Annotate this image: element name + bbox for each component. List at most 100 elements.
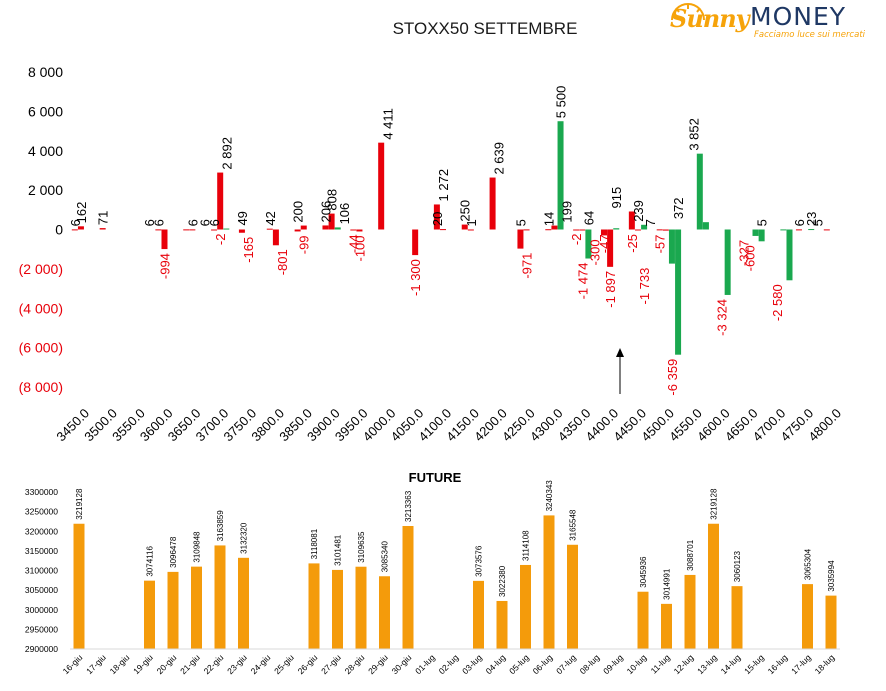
data-label: 5 500 bbox=[554, 86, 569, 119]
bar bbox=[223, 228, 230, 230]
bar bbox=[579, 229, 586, 231]
bar bbox=[662, 229, 669, 231]
chart-title: STOXX50 SETTEMBRE bbox=[393, 19, 578, 38]
data-label: -327 bbox=[736, 240, 751, 266]
future-title: FUTURE bbox=[409, 470, 462, 485]
bar bbox=[668, 229, 675, 264]
future-value-label: 3219128 bbox=[710, 488, 719, 520]
future-bar bbox=[379, 576, 390, 649]
future-bar bbox=[496, 600, 508, 649]
data-label: 200 bbox=[291, 201, 306, 223]
data-label: -6 359 bbox=[665, 359, 680, 396]
bar bbox=[183, 229, 190, 231]
data-label: 6 bbox=[151, 219, 166, 226]
data-label: -44 bbox=[346, 234, 361, 253]
data-label: -47 bbox=[597, 234, 612, 253]
future-y-tick-label: 3200000 bbox=[25, 526, 58, 536]
future-value-label: 3163859 bbox=[216, 510, 225, 542]
data-label: 42 bbox=[263, 211, 278, 225]
future-bar bbox=[167, 571, 179, 649]
data-label: 106 bbox=[337, 203, 352, 225]
data-label: 162 bbox=[74, 202, 89, 224]
future-y-tick-label: 3100000 bbox=[25, 566, 58, 576]
future-bar bbox=[238, 557, 249, 649]
future-x-tick-label: 27-giu bbox=[319, 652, 343, 676]
future-bar bbox=[214, 545, 226, 649]
future-x-tick-label: 23-giu bbox=[225, 652, 249, 676]
future-x-tick-label: 18-giu bbox=[108, 652, 132, 676]
bar bbox=[696, 153, 703, 230]
y-tick-label: 6 000 bbox=[28, 103, 63, 119]
data-label: -25 bbox=[625, 234, 640, 253]
future-x-tick-label: 11-lug bbox=[649, 652, 673, 676]
future-value-label: 3088701 bbox=[686, 539, 695, 571]
future-bar bbox=[825, 595, 837, 649]
future-x-tick-label: 26-giu bbox=[296, 652, 320, 676]
bar bbox=[795, 229, 802, 231]
bar bbox=[808, 229, 815, 231]
data-label: -1 300 bbox=[408, 259, 423, 296]
future-bar bbox=[708, 523, 719, 649]
bar bbox=[551, 225, 558, 230]
bar bbox=[440, 229, 447, 231]
data-label: 6 bbox=[185, 219, 200, 226]
data-label: 2 892 bbox=[219, 137, 234, 170]
logo-tagline: Facciamo luce sui mercati bbox=[754, 30, 866, 40]
data-label: 64 bbox=[581, 211, 596, 225]
bar bbox=[724, 229, 731, 295]
future-bar bbox=[473, 580, 484, 649]
future-x-tick-label: 08-lug bbox=[578, 652, 602, 676]
future-x-tick-label: 03-lug bbox=[460, 652, 484, 676]
bar bbox=[489, 177, 496, 230]
future-y-tick-label: 2950000 bbox=[25, 624, 58, 634]
data-label: 4 411 bbox=[380, 108, 395, 140]
data-label: 6 bbox=[142, 219, 157, 226]
bar bbox=[294, 229, 301, 232]
data-label: 5 bbox=[755, 219, 770, 226]
data-label: -99 bbox=[297, 235, 312, 254]
future-value-label: 3065304 bbox=[804, 548, 813, 580]
data-label: -100 bbox=[352, 235, 367, 261]
data-label: 2 639 bbox=[492, 142, 507, 175]
data-label: 5 bbox=[513, 219, 528, 226]
future-x-tick-label: 16-giu bbox=[61, 652, 85, 676]
future-bar bbox=[73, 523, 85, 649]
future-x-tick-label: 28-giu bbox=[343, 652, 367, 676]
future-x-tick-label: 18-lug bbox=[813, 652, 837, 676]
bar bbox=[641, 224, 648, 230]
future-value-label: 3073576 bbox=[475, 545, 484, 577]
future-bar bbox=[661, 603, 672, 649]
future-x-tick-label: 19-giu bbox=[131, 652, 155, 676]
bar bbox=[211, 229, 218, 231]
bar bbox=[523, 229, 530, 231]
bar bbox=[412, 229, 419, 256]
future-x-tick-label: 05-lug bbox=[507, 652, 531, 676]
future-x-tick-label: 14-lug bbox=[719, 652, 743, 676]
data-label: 6 bbox=[207, 219, 222, 226]
future-bar bbox=[144, 580, 155, 649]
bar bbox=[607, 229, 614, 267]
future-x-tick-label: 02-lug bbox=[437, 652, 461, 676]
bar bbox=[155, 229, 162, 231]
data-label: -971 bbox=[520, 253, 535, 279]
bar bbox=[77, 226, 84, 230]
future-x-tick-label: 15-lug bbox=[742, 652, 766, 676]
data-label: -1 897 bbox=[603, 271, 618, 308]
future-bar bbox=[684, 574, 696, 649]
data-label: 23 bbox=[804, 212, 819, 226]
future-y-tick-label: 3050000 bbox=[25, 585, 58, 595]
data-label: 1 bbox=[464, 219, 479, 226]
bar bbox=[786, 229, 793, 281]
data-label: 6 bbox=[198, 219, 213, 226]
data-label: -2 bbox=[569, 234, 584, 246]
bar bbox=[600, 229, 607, 236]
data-label: -2 bbox=[213, 234, 228, 246]
future-value-label: 3219128 bbox=[75, 488, 84, 520]
bar bbox=[613, 228, 620, 230]
bar bbox=[99, 228, 106, 230]
bar bbox=[758, 229, 765, 242]
future-y-tick-label: 3000000 bbox=[25, 605, 58, 615]
future-value-label: 3045936 bbox=[639, 556, 648, 588]
bar bbox=[634, 229, 641, 231]
